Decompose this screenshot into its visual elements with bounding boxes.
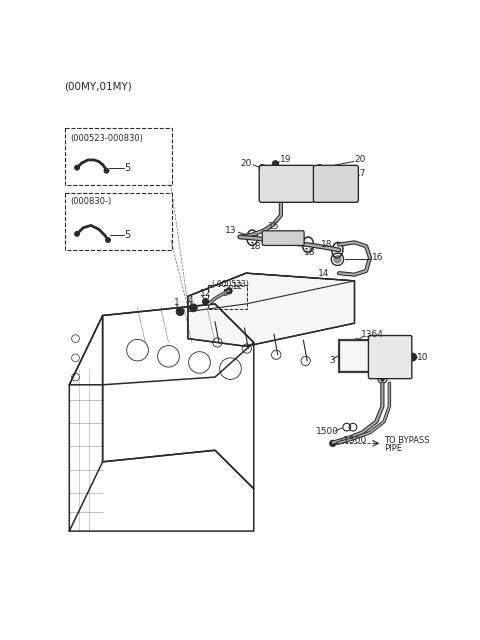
Text: (000523-000830): (000523-000830) xyxy=(70,134,143,143)
Text: (-000523): (-000523) xyxy=(211,280,249,289)
Text: 17: 17 xyxy=(355,168,366,177)
Text: 4: 4 xyxy=(188,296,193,305)
Text: PIPE: PIPE xyxy=(384,444,402,453)
Circle shape xyxy=(226,288,232,294)
FancyBboxPatch shape xyxy=(369,335,412,379)
Circle shape xyxy=(330,440,336,447)
Text: 1364: 1364 xyxy=(360,330,384,339)
FancyBboxPatch shape xyxy=(262,231,304,245)
Circle shape xyxy=(272,161,278,167)
Text: 20: 20 xyxy=(241,159,252,168)
Circle shape xyxy=(106,237,110,243)
Text: 10: 10 xyxy=(417,353,428,362)
Text: ◦1500: ◦1500 xyxy=(339,436,367,445)
Polygon shape xyxy=(188,273,355,346)
Text: 12: 12 xyxy=(232,282,243,291)
Text: 5: 5 xyxy=(124,230,131,241)
Circle shape xyxy=(275,178,287,190)
FancyBboxPatch shape xyxy=(65,129,172,186)
FancyBboxPatch shape xyxy=(338,339,377,372)
Circle shape xyxy=(409,353,417,361)
Polygon shape xyxy=(339,340,376,371)
Text: 13: 13 xyxy=(225,227,237,236)
Text: 20: 20 xyxy=(355,156,366,164)
Text: 5: 5 xyxy=(223,289,228,298)
Text: 19: 19 xyxy=(280,156,292,164)
Text: 1500: 1500 xyxy=(316,426,339,435)
Text: 12: 12 xyxy=(200,289,211,298)
Text: 16: 16 xyxy=(372,253,383,262)
Text: (00MY,01MY): (00MY,01MY) xyxy=(64,81,132,91)
Text: 18: 18 xyxy=(304,248,316,257)
Circle shape xyxy=(75,165,79,170)
Text: 5: 5 xyxy=(124,163,131,173)
Circle shape xyxy=(259,164,265,171)
Text: 1: 1 xyxy=(174,298,180,307)
Text: 3: 3 xyxy=(330,356,336,365)
Circle shape xyxy=(104,168,109,173)
Text: TO BYPASS: TO BYPASS xyxy=(384,436,430,445)
FancyBboxPatch shape xyxy=(259,165,314,202)
Circle shape xyxy=(380,376,385,381)
Text: 14: 14 xyxy=(318,269,330,278)
Circle shape xyxy=(203,298,209,305)
Circle shape xyxy=(379,346,401,368)
FancyBboxPatch shape xyxy=(65,193,172,250)
Circle shape xyxy=(316,164,323,171)
Text: 18: 18 xyxy=(250,242,262,251)
Circle shape xyxy=(190,304,197,312)
Circle shape xyxy=(176,308,184,316)
FancyBboxPatch shape xyxy=(313,165,359,202)
Text: 15: 15 xyxy=(268,223,279,232)
Circle shape xyxy=(334,255,341,263)
Circle shape xyxy=(75,232,79,236)
Text: (000830-): (000830-) xyxy=(70,197,111,206)
Text: 18: 18 xyxy=(321,240,333,249)
